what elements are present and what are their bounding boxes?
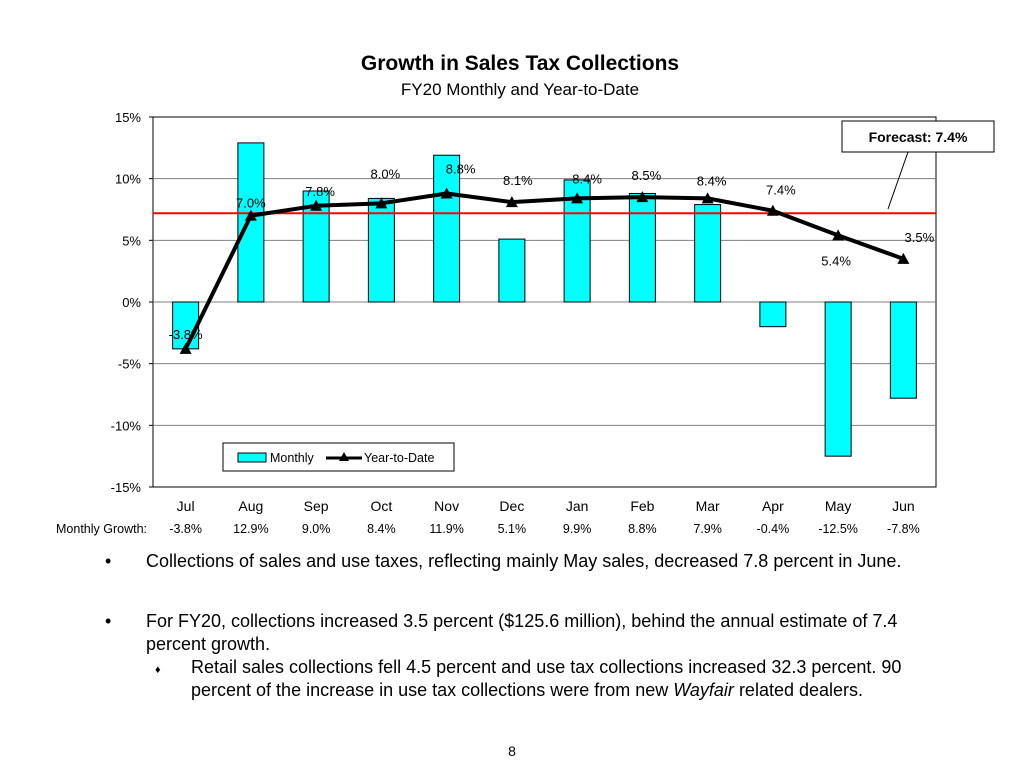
bar-monthly <box>237 142 265 303</box>
ytd-marker <box>505 196 518 208</box>
monthly-growth-value: -7.8% <box>887 522 920 536</box>
bar-monthly <box>889 301 917 399</box>
x-tick-label: Aug <box>238 498 263 514</box>
monthly-growth-value: -3.8% <box>169 522 202 536</box>
forecast-callout-box <box>841 120 995 153</box>
monthly-growth-value: 9.0% <box>301 522 331 536</box>
ytd-data-label: -3.8% <box>169 327 203 342</box>
x-tick-label: Jul <box>177 498 195 514</box>
monthly-growth-value: 9.9% <box>562 522 592 536</box>
bar-monthly <box>759 301 787 328</box>
y-tick-label: 15% <box>115 110 141 125</box>
ytd-marker <box>179 342 192 354</box>
ytd-marker <box>897 252 910 264</box>
bar-monthly <box>433 154 461 303</box>
ytd-data-label: 7.8% <box>305 184 335 199</box>
x-tick-label: Oct <box>370 498 392 514</box>
bar-monthly <box>628 192 656 303</box>
sub-bullet-1-text: Retail sales collections fell 4.5 percen… <box>191 657 902 700</box>
y-tick-label: -10% <box>111 418 142 433</box>
monthly-growth-value: -12.5% <box>818 522 858 536</box>
x-tick-label: Feb <box>630 498 654 514</box>
ytd-data-label: 7.4% <box>766 183 796 198</box>
monthly-growth-value: 7.9% <box>693 522 722 536</box>
ytd-marker <box>832 229 845 241</box>
monthly-growth-value: 11.9% <box>429 522 464 536</box>
ytd-marker <box>440 187 453 199</box>
chart-subtitle: FY20 Monthly and Year-to-Date <box>400 80 640 99</box>
monthly-growth-value: 8.4% <box>367 522 396 536</box>
y-tick-label: -15% <box>111 480 142 495</box>
ytd-marker <box>244 209 257 221</box>
page-number: 8 <box>508 743 516 759</box>
ytd-marker <box>571 192 584 204</box>
y-tick-label: 10% <box>115 172 141 187</box>
bullet-2: • For FY20, collections increased 3.5 pe… <box>105 610 925 656</box>
bar-monthly <box>694 204 722 303</box>
monthly-growth-value: 8.8% <box>628 522 657 536</box>
ytd-marker <box>766 204 779 216</box>
bullet-1-text: Collections of sales and use taxes, refl… <box>146 551 902 571</box>
legend-swatch-monthly <box>237 452 267 463</box>
ytd-marker <box>636 191 649 203</box>
bullet-1: • Collections of sales and use taxes, re… <box>105 550 925 573</box>
y-tick-label: 5% <box>122 233 141 248</box>
ytd-data-label: 8.5% <box>632 168 662 183</box>
monthly-growth-value: 12.9% <box>233 522 269 536</box>
x-tick-label: Sep <box>304 498 329 514</box>
ytd-data-label: 5.4% <box>821 253 851 268</box>
bar-monthly <box>367 197 395 303</box>
legend-label-monthly: Monthly <box>270 451 315 465</box>
y-tick-label: -5% <box>118 357 142 372</box>
monthly-growth-value: 5.1% <box>497 522 527 536</box>
x-tick-label: Jan <box>566 498 589 514</box>
monthly-growth-label: Monthly Growth: <box>56 522 148 536</box>
x-tick-label: Nov <box>434 498 459 514</box>
forecast-callout-pointer <box>887 151 909 210</box>
ytd-marker <box>310 199 323 211</box>
x-tick-label: Mar <box>696 498 720 514</box>
bullet-dot: • <box>105 551 112 571</box>
x-tick-label: Dec <box>499 498 524 514</box>
legend-label-ytd: Year-to-Date <box>364 451 434 465</box>
ytd-marker <box>375 197 388 209</box>
ytd-data-label: 8.1% <box>503 173 533 188</box>
bar-monthly <box>498 238 526 303</box>
bullet-dot: • <box>105 611 112 631</box>
ytd-line <box>183 191 905 350</box>
ytd-data-label: 7.0% <box>236 196 266 211</box>
x-tick-label: Apr <box>762 498 784 514</box>
chart-canvas: 15% 10% 5% 0% -5% -10% -15% Jul Aug Sep Oct Nov Dec J… <box>111 110 995 514</box>
ytd-data-label: 8.8% <box>446 161 476 176</box>
ytd-data-label: 3.5% <box>905 230 935 245</box>
ytd-data-label: 8.4% <box>697 173 727 188</box>
ytd-data-label: 8.4% <box>572 171 602 186</box>
chart-title: Growth in Sales Tax Collections <box>360 52 680 75</box>
x-tick-label: Jun <box>892 498 915 514</box>
ytd-marker <box>701 192 714 204</box>
diamond-bullet-icon: ♦ <box>155 664 161 676</box>
forecast-callout-text: Forecast: 7.4% <box>869 129 968 145</box>
x-tick-label: May <box>825 498 851 514</box>
y-tick-label: 0% <box>122 295 141 310</box>
ytd-data-label: 8.0% <box>371 166 401 181</box>
legend-marker-ytd <box>339 452 349 461</box>
bar-monthly <box>824 301 852 457</box>
sub-bullet-1: ♦ Retail sales collections fell 4.5 perc… <box>155 656 925 702</box>
monthly-growth-value: -0.4% <box>756 522 790 536</box>
bullet-2-text: For FY20, collections increased 3.5 perc… <box>146 611 898 654</box>
